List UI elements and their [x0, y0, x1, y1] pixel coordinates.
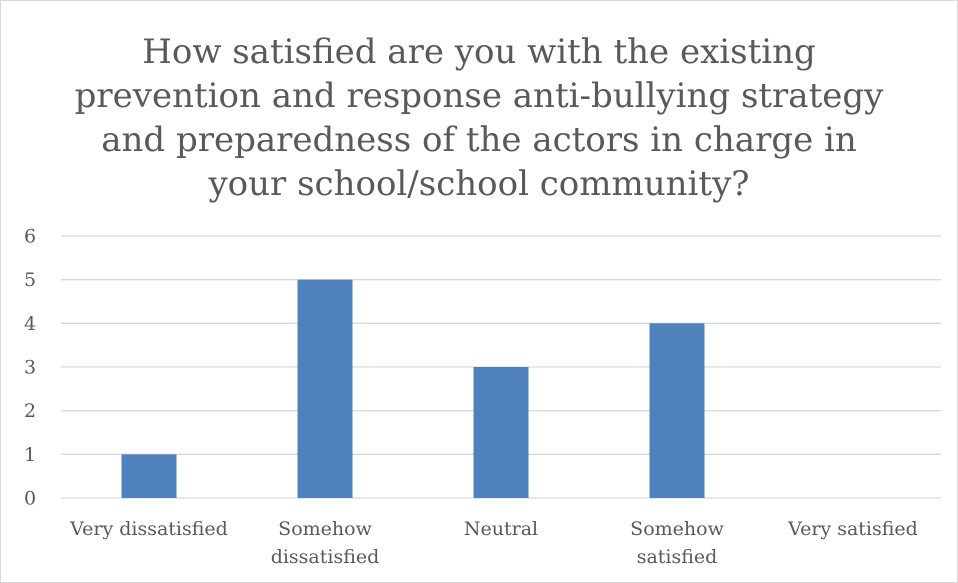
chart-title-line: and preparedness of the actors in charge… [101, 120, 857, 160]
bar [297, 279, 353, 498]
y-tick-label: 6 [24, 226, 36, 248]
x-category-label: Very dissatisfied [69, 518, 228, 540]
y-tick-label: 0 [24, 488, 36, 510]
bar [473, 367, 529, 498]
chart-title-line: your school/school community? [208, 164, 750, 204]
bar [649, 323, 705, 498]
x-category-label: Very satisfied [787, 518, 918, 540]
x-category-label: Somehow [630, 518, 724, 540]
y-tick-label: 3 [24, 357, 36, 379]
bar [121, 454, 177, 498]
y-tick-label: 2 [24, 400, 36, 422]
x-category-label: Somehow [278, 518, 372, 540]
chart-title: How satisfied are you with the existing … [0, 30, 958, 206]
y-tick-label: 5 [24, 269, 36, 291]
y-tick-label: 1 [24, 444, 36, 466]
chart-title-line: prevention and response anti-bullying st… [74, 76, 884, 116]
x-category-label: dissatisfied [271, 546, 380, 568]
chart-title-line: How satisfied are you with the existing [142, 32, 816, 72]
y-tick-label: 4 [24, 313, 36, 335]
x-category-label: Neutral [464, 518, 538, 540]
x-category-label: satisfied [637, 546, 718, 568]
